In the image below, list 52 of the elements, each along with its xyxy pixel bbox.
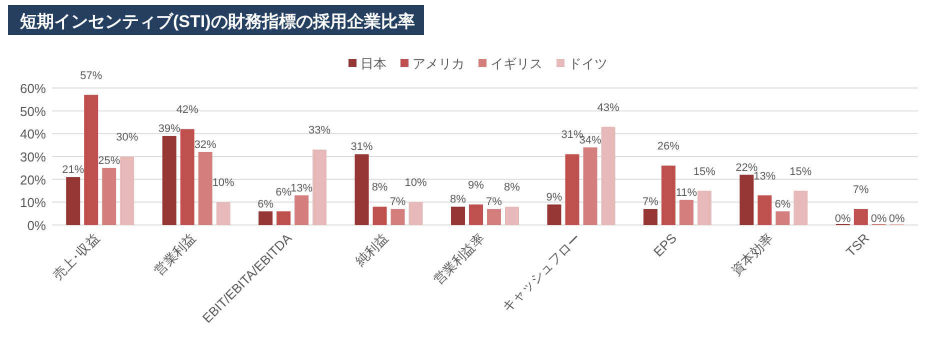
y-tick-label: 0% [27, 218, 46, 233]
y-tick-label: 60% [20, 81, 46, 96]
data-label: 43% [597, 102, 620, 114]
data-label: 15% [790, 166, 812, 178]
data-label: 42% [176, 104, 199, 116]
y-tick-label: 50% [20, 104, 46, 119]
x-tick-label: 売上･収益 [50, 230, 102, 283]
data-label: 7% [486, 196, 502, 208]
data-label: 15% [693, 166, 716, 178]
data-label: 6% [258, 198, 274, 210]
data-label: 13% [290, 182, 313, 194]
legend-label: 日本 [360, 56, 386, 71]
legend-label: ドイツ [568, 56, 608, 71]
data-label: 9% [468, 179, 484, 192]
x-tick-label: 資本効率 [728, 230, 776, 278]
data-label: 9% [546, 191, 562, 204]
chart-title: 短期インセンティブ(STI)の財務指標の採用企業比率 [19, 12, 415, 31]
legend-label: イギリス [490, 56, 542, 71]
data-label: 30% [116, 132, 138, 144]
data-label: 10% [404, 177, 427, 190]
data-label: 7% [390, 196, 406, 208]
data-label: 0% [834, 213, 852, 225]
data-label: 7% [642, 196, 659, 208]
data-label: 26% [657, 140, 680, 153]
legend-label: アメリカ [412, 56, 464, 71]
data-label: 11% [676, 186, 698, 199]
data-label: 0% [870, 213, 888, 225]
data-label: 39% [158, 122, 181, 135]
data-label: 8% [504, 182, 520, 194]
data-label: 0% [888, 213, 906, 225]
data-label: 10% [212, 177, 235, 190]
y-tick-label: 20% [20, 172, 46, 188]
y-tick-label: 40% [20, 126, 46, 142]
x-tick-label: 営業利益率 [430, 230, 488, 288]
data-label: 33% [308, 124, 331, 137]
data-label: 6% [774, 198, 791, 210]
x-tick-label: 純利益 [352, 230, 391, 269]
x-tick-label: キャッシュフロー [499, 230, 584, 315]
y-tick-label: 30% [20, 150, 46, 164]
data-label: 32% [194, 138, 217, 151]
data-label: 21% [62, 164, 84, 176]
data-label: 31% [350, 141, 373, 154]
data-label: 6% [276, 186, 292, 198]
data-label: 8% [450, 194, 466, 206]
x-tick-label: 営業利益 [151, 230, 198, 278]
data-label: 25% [98, 154, 120, 167]
y-tick-label: 10% [20, 195, 46, 210]
data-label: 7% [852, 184, 870, 196]
data-label: 57% [80, 70, 102, 82]
data-label: 8% [372, 182, 388, 194]
x-tick-label: TSR [843, 230, 872, 260]
data-label: 13% [754, 170, 776, 182]
